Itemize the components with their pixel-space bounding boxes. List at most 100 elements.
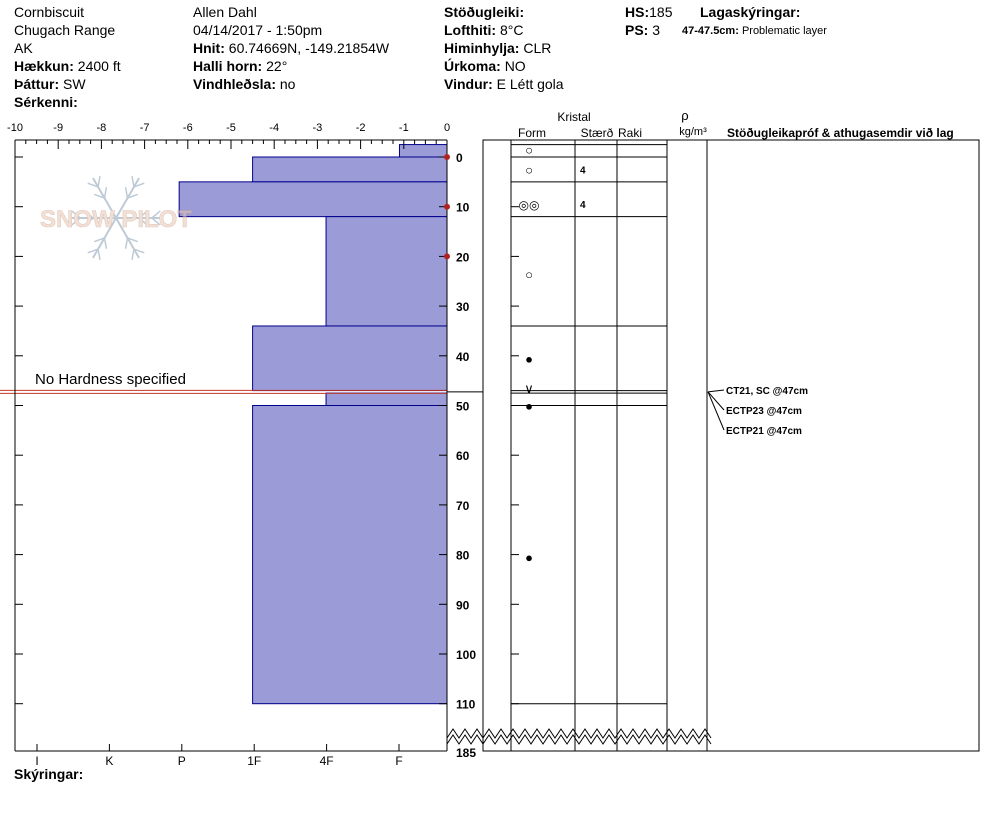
snowflake-branch <box>127 193 139 199</box>
watermark-logo: SNOW PILOT <box>40 175 193 261</box>
snowflake-branch <box>138 217 148 226</box>
site-name: Cornbiscuit <box>14 4 85 20</box>
temp-tick-label: -1 <box>399 122 409 134</box>
temp-tick-label: -7 <box>140 122 150 134</box>
site-state: AK <box>14 40 33 56</box>
crystal-form-symbol: ● <box>525 351 533 366</box>
weather-info: Stöðugleiki: Lofthiti: 8°C Himinhylja: C… <box>444 3 564 93</box>
stability-test-label: ECTP21 @47cm <box>726 426 802 437</box>
snowflake-branch <box>138 210 148 219</box>
snowflake-branch <box>93 193 105 199</box>
depth-tick-label: 100 <box>456 648 476 662</box>
depth-tick-label: 20 <box>456 250 470 264</box>
layer-legend: Lagaskýringar: <box>700 3 800 21</box>
snowflake-branch <box>87 248 99 254</box>
temp-tick-label: -8 <box>97 122 107 134</box>
notes-label: Skýringar: <box>14 766 84 782</box>
elevation: Hækkun: 2400 ft <box>14 58 121 74</box>
wind-loading: Vindhleðsla: no <box>193 76 296 92</box>
hardness-bar-0 <box>398 144 448 158</box>
sky-cover: Himinhylja: CLR <box>444 40 552 56</box>
size-header: Stærð <box>581 126 614 140</box>
snowflake-branch <box>124 237 129 249</box>
temp-tick-label: -6 <box>183 122 193 134</box>
crystal-form-symbol: ○ <box>525 143 533 158</box>
table-frame <box>482 139 980 752</box>
depth-tick-label: 70 <box>456 499 470 513</box>
snowpack-info: HS:185 PS: 3 <box>625 3 672 39</box>
snowflake-branch <box>103 237 108 249</box>
penetration: PS: 3 <box>625 22 661 38</box>
stability-test-label: ECTP23 @47cm <box>726 406 802 417</box>
crystal-form-symbol: ∨ <box>524 381 534 396</box>
temperature-point <box>444 253 450 260</box>
hardness-bar-6 <box>325 392 448 407</box>
notes: Skýringar: <box>14 765 83 783</box>
hardness-bar-2 <box>178 181 448 218</box>
hardness-bar-3 <box>325 216 448 327</box>
snowflake-branch <box>127 237 139 243</box>
layer-note-depth: 47-47.5cm: <box>682 25 739 37</box>
hardness-tick-label: I <box>35 754 38 768</box>
snowflake-branch <box>71 210 81 219</box>
depth-tick-label: 60 <box>456 449 470 463</box>
precipitation: Úrkoma: NO <box>444 58 526 74</box>
layer-note-text: Problematic layer <box>741 25 827 37</box>
break-zigzag-1 <box>446 734 712 745</box>
test-pointer <box>707 391 725 431</box>
crystal-header: Kristal <box>557 110 590 124</box>
hardness-tick-label: F <box>395 754 402 768</box>
crystal-size: 4 <box>580 200 586 211</box>
site-info: Cornbiscuit Chugach Range AK Hækkun: 240… <box>14 3 121 111</box>
moisture-header: Raki <box>618 126 642 140</box>
snowflake-branch <box>97 248 101 261</box>
depth-tick-label: 90 <box>456 598 470 612</box>
no-hardness-label: No Hardness specified <box>35 371 186 388</box>
snow-height: HS:185 <box>625 4 673 20</box>
layer-note: 47-47.5cm: Problematic layer <box>682 22 827 40</box>
temperature-point <box>444 154 450 160</box>
tests-header: Stöðugleikapróf & athugasemdir við lag <box>727 126 954 140</box>
snowflake-branch <box>103 187 108 199</box>
temp-tick-label: 0 <box>444 122 450 134</box>
temp-tick-label: -10 <box>7 122 23 134</box>
density-unit: kg/m³ <box>679 126 707 138</box>
snowflake-branch <box>133 248 145 254</box>
snowflake-branch <box>84 217 94 226</box>
wind: Vindur: E Létt gola <box>444 76 564 92</box>
hardness-tick-label: 1F <box>247 754 261 768</box>
coordinates: Hnit: 60.74669N, -149.21854W <box>193 40 390 56</box>
temp-tick-label: -5 <box>226 122 236 134</box>
snowflake-branch <box>151 217 161 226</box>
depth-tick-label: 110 <box>456 698 476 712</box>
air-temp: Lofthiti: 8°C <box>444 22 524 38</box>
crystal-form-symbol: ● <box>525 399 533 414</box>
hardness-tick-label: P <box>178 754 186 768</box>
hardness-bar-1 <box>252 156 448 183</box>
snowflake-branch <box>124 187 129 199</box>
crystal-form-symbol: ○ <box>525 267 533 282</box>
depth-bottom-label: 185 <box>456 746 476 760</box>
form-header: Form <box>518 126 546 140</box>
depth-tick-label: 50 <box>456 400 470 414</box>
temp-tick-label: -9 <box>53 122 63 134</box>
depth-tick-label: 10 <box>456 201 470 215</box>
test-pointer <box>707 391 725 411</box>
temperature-point <box>444 203 450 210</box>
depth-tick-label: 30 <box>456 300 470 314</box>
temp-tick-label: -4 <box>269 122 279 134</box>
stability: Stöðugleiki: <box>444 4 525 20</box>
break-zigzag-2 <box>446 728 712 739</box>
watermark-text: SNOW PILOT <box>40 206 192 233</box>
observer-info: Allen Dahl 04/14/2017 - 1:50pm Hnit: 60.… <box>193 3 389 93</box>
crystal-size: 4 <box>580 165 586 176</box>
observation-datetime: 04/14/2017 - 1:50pm <box>193 22 323 38</box>
depth-tick-label: 0 <box>456 151 463 165</box>
crystal-form-symbol: ○ <box>525 162 533 177</box>
legend-title: Lagaskýringar: <box>700 4 801 20</box>
hardness-tick-label: 4F <box>320 754 334 768</box>
snowflake-branch <box>87 182 99 188</box>
snowflake-branch <box>93 237 105 243</box>
snowflake-branch <box>131 175 135 188</box>
